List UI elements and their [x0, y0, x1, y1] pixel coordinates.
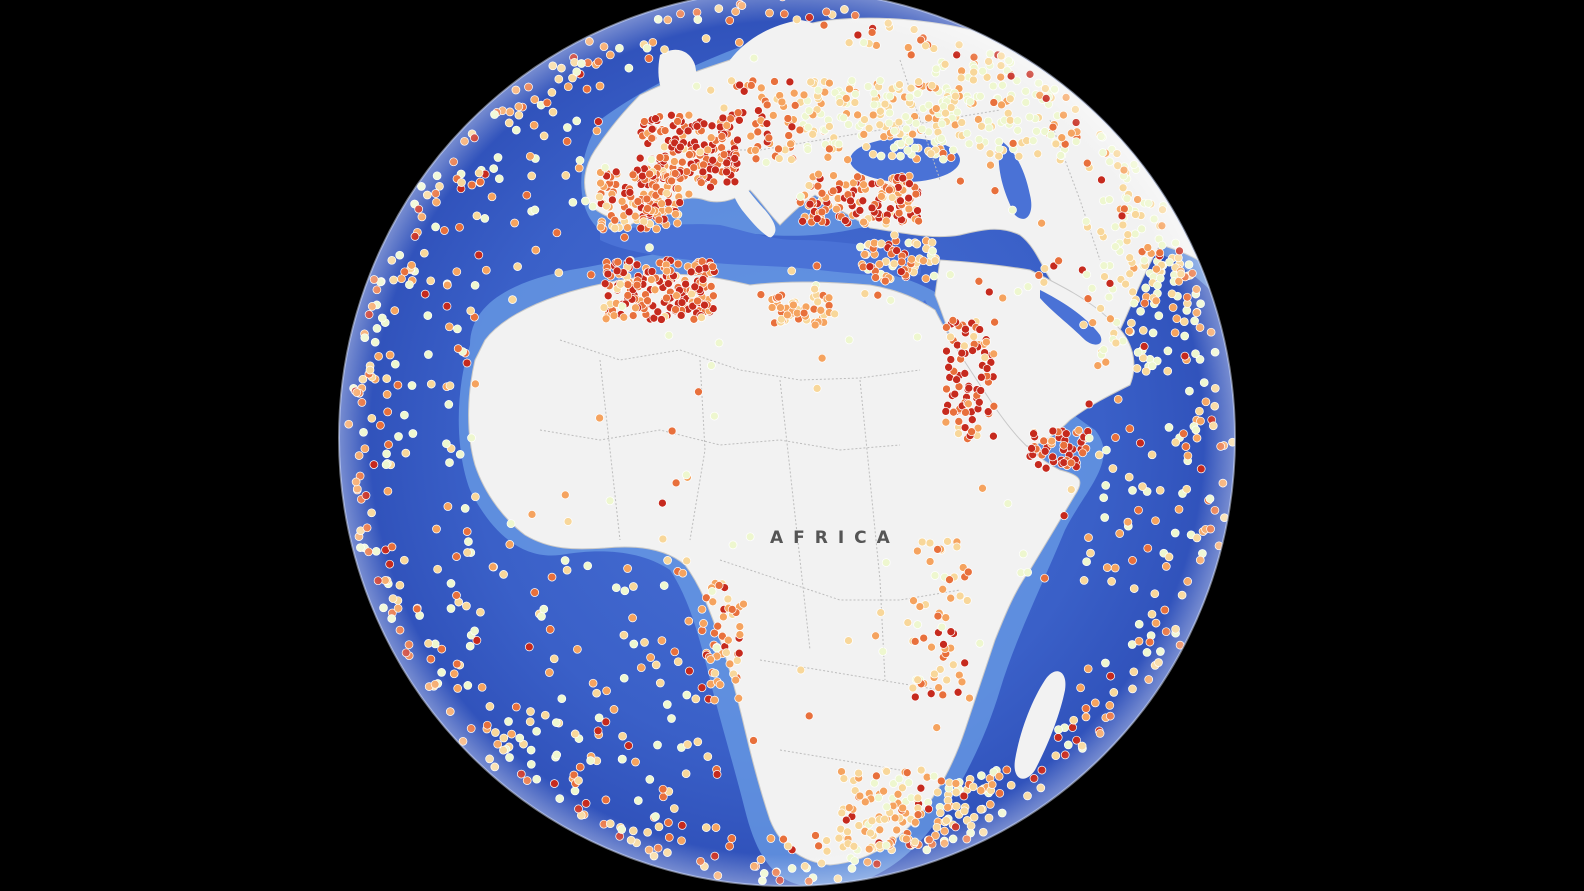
globe-rim	[338, 0, 1236, 887]
